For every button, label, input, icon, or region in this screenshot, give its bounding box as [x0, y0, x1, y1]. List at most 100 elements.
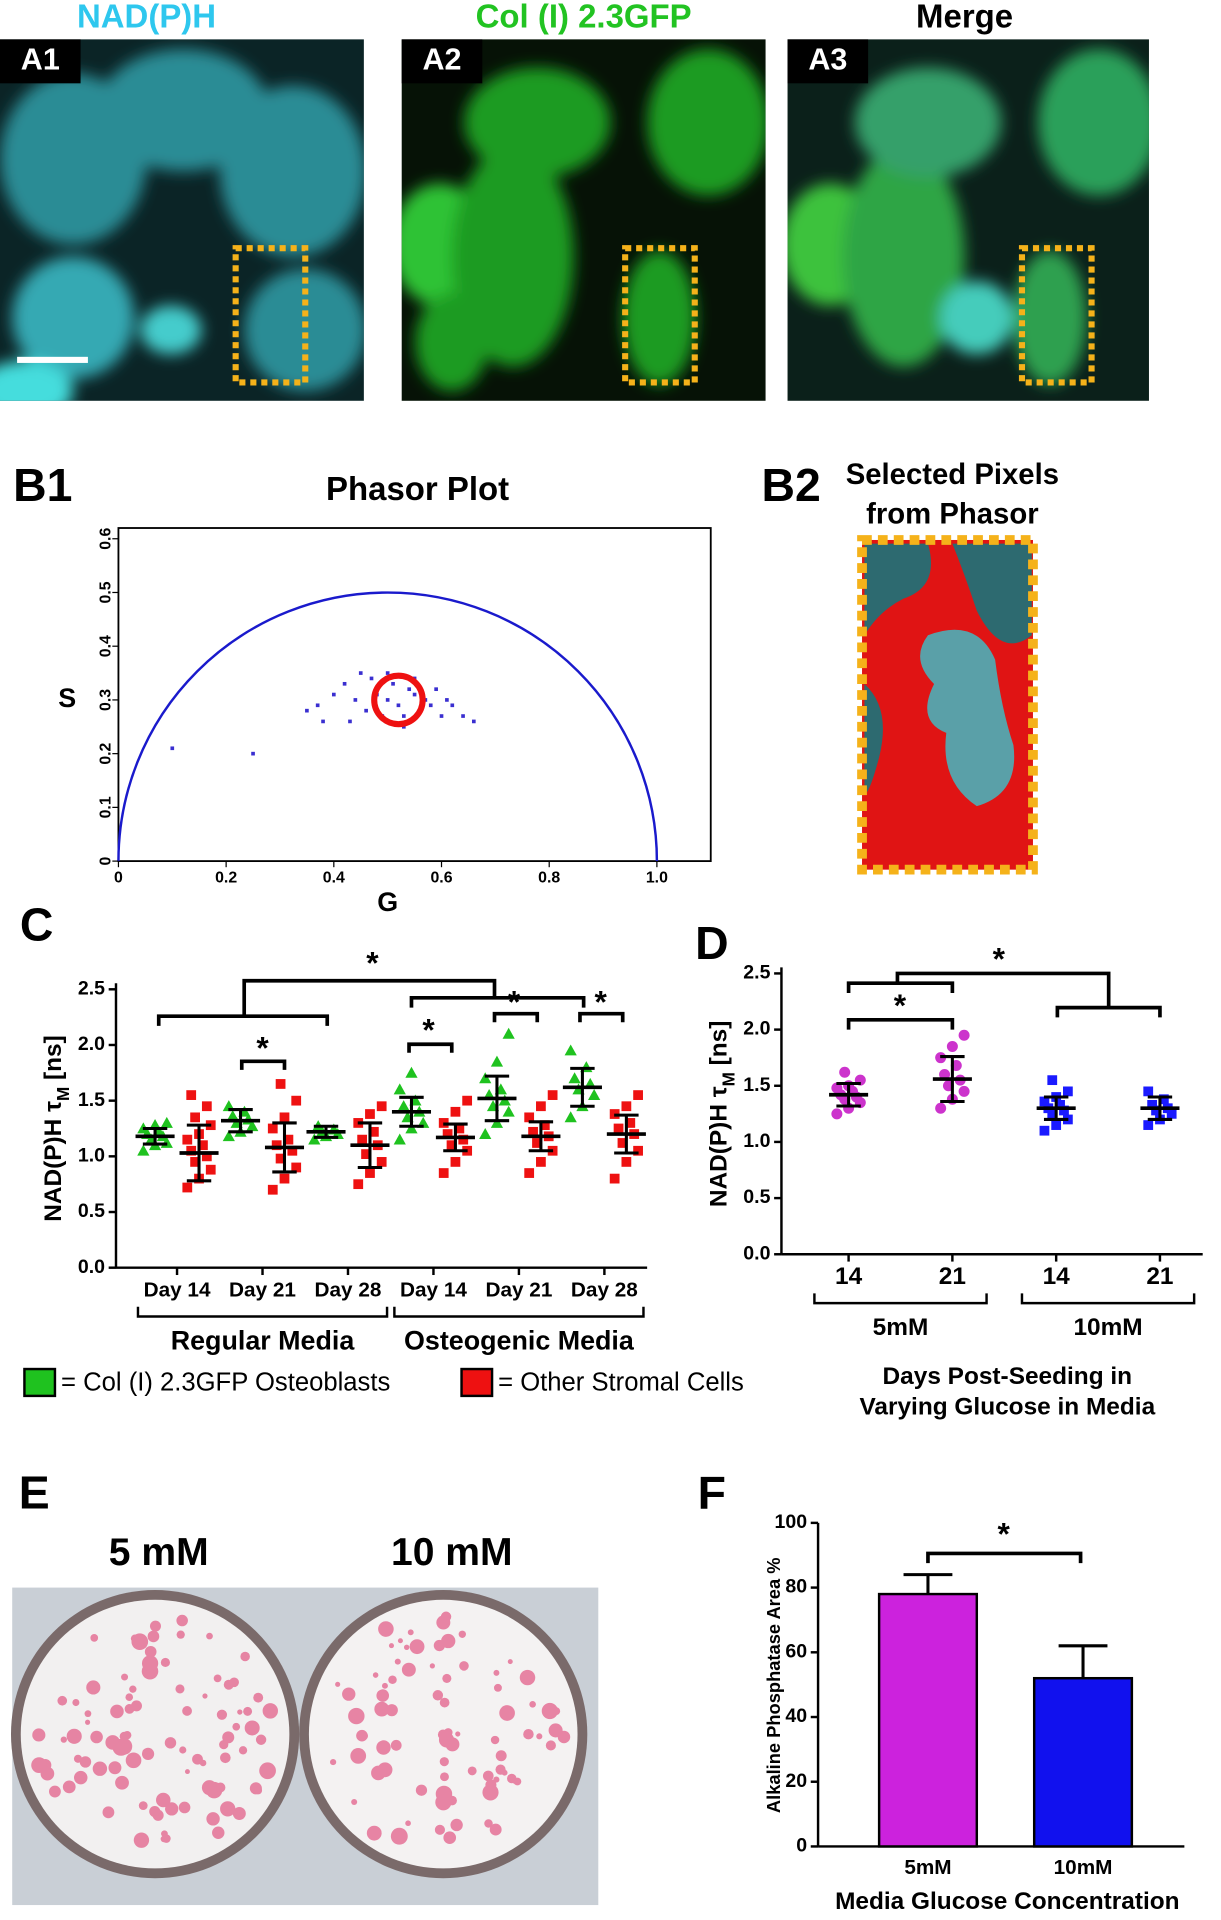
- label-box: [0, 39, 81, 84]
- point: [490, 1055, 504, 1067]
- stain-spot: [220, 1752, 231, 1764]
- point: [958, 1029, 970, 1041]
- image-label: A3: [808, 42, 847, 76]
- point: [450, 1106, 461, 1117]
- stain-spot: [133, 1832, 150, 1848]
- stain-spot: [72, 1699, 80, 1707]
- group-label: 10mM: [1073, 1314, 1142, 1341]
- stain-spot: [156, 1792, 171, 1808]
- stain-spot: [215, 1782, 226, 1793]
- point: [365, 1168, 375, 1178]
- y-tick-label: 80: [785, 1576, 807, 1598]
- point: [621, 1157, 632, 1167]
- roi-boxes: [232, 245, 1095, 386]
- stain-spot: [222, 1731, 235, 1744]
- point: [490, 1116, 504, 1128]
- chart-title: Phasor Plot: [326, 470, 509, 507]
- bar: [877, 1592, 979, 1848]
- stain-spot: [84, 1710, 92, 1718]
- point: [1051, 1120, 1062, 1130]
- point: [275, 1153, 286, 1164]
- point: [532, 1138, 542, 1148]
- image-a1: [0, 39, 364, 401]
- point: [461, 714, 465, 718]
- point: [160, 1116, 173, 1128]
- x-tick-label: Day 14: [144, 1278, 211, 1301]
- stain-spot: [49, 1785, 61, 1798]
- legend-label: = Col (I) 2.3GFP Osteoblasts: [61, 1368, 390, 1396]
- significance-bracket: [1055, 1005, 1162, 1018]
- stain-spot: [62, 1780, 76, 1794]
- y-tick-label: 0: [796, 1835, 807, 1857]
- point: [222, 1130, 235, 1142]
- bar: [1032, 1676, 1134, 1848]
- significance-star: *: [366, 944, 379, 980]
- point: [291, 1162, 302, 1173]
- stain-spot: [378, 1621, 394, 1637]
- stain-spot: [356, 1729, 368, 1742]
- point: [190, 1157, 200, 1167]
- stain-spot: [507, 1659, 513, 1665]
- y-tick-label: 0.4: [97, 635, 114, 657]
- stain-spot: [138, 1801, 148, 1811]
- stain-spot: [121, 1673, 129, 1681]
- point: [621, 1101, 632, 1112]
- stain-spot: [459, 1661, 469, 1671]
- stain-spot: [512, 1778, 518, 1784]
- point: [385, 698, 390, 702]
- stain-spot: [124, 1703, 135, 1714]
- stain-spot: [489, 1823, 502, 1836]
- point: [1047, 1075, 1058, 1086]
- point: [246, 1120, 259, 1132]
- stain-spot: [206, 1812, 220, 1826]
- point: [564, 1044, 577, 1056]
- point: [357, 1134, 368, 1145]
- point: [342, 681, 347, 686]
- stain-spot: [435, 1794, 452, 1811]
- x-tick-label: 10mM: [1054, 1856, 1113, 1879]
- point: [353, 698, 358, 702]
- point: [442, 1129, 453, 1139]
- stain-spot: [237, 1709, 243, 1715]
- stain-spot: [178, 1801, 191, 1814]
- stain-spot: [147, 1630, 160, 1643]
- point: [170, 746, 175, 751]
- stain-spot: [202, 1693, 208, 1699]
- y-tick-label: 20: [785, 1770, 807, 1792]
- point: [547, 1090, 558, 1100]
- y-axis-label-part: NAD(P)H τ: [706, 1086, 733, 1207]
- point: [287, 1145, 298, 1156]
- point: [588, 1088, 601, 1100]
- point: [479, 1127, 492, 1139]
- significance-star: *: [993, 941, 1006, 977]
- point: [536, 1157, 546, 1167]
- point: [471, 719, 476, 724]
- universal-circle: [117, 591, 659, 862]
- x-tick-label: 5mM: [904, 1856, 951, 1879]
- point: [412, 692, 417, 697]
- dish-photo: [10, 1587, 599, 1906]
- significance-star: *: [422, 1011, 435, 1047]
- stain-spot: [401, 1662, 416, 1677]
- point: [369, 676, 374, 681]
- stain-spot: [176, 1630, 185, 1639]
- stain-spot: [165, 1802, 179, 1816]
- stain-spot: [220, 1801, 236, 1817]
- point: [396, 703, 401, 708]
- point: [385, 671, 390, 675]
- x-tick-label: Day 28: [571, 1278, 638, 1301]
- stain-spot: [74, 1770, 88, 1785]
- point: [958, 1085, 970, 1097]
- point: [364, 708, 368, 713]
- point: [450, 1157, 461, 1167]
- point: [458, 1134, 469, 1145]
- stain-spot: [371, 1765, 386, 1781]
- panel-label: B1: [13, 459, 72, 511]
- image-title: Merge: [916, 0, 1013, 34]
- stain-spot: [445, 1737, 460, 1752]
- stain-spot: [92, 1761, 108, 1776]
- point: [1063, 1086, 1073, 1097]
- error-bar: [1058, 1644, 1108, 1679]
- stain-spot: [467, 1766, 477, 1776]
- y-tick-label: 0.2: [97, 742, 114, 764]
